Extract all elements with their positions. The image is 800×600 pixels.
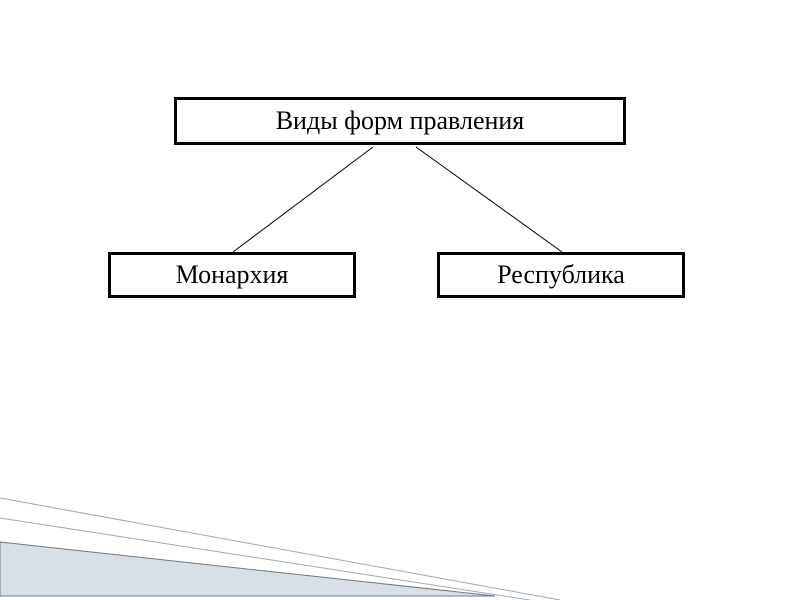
node-left: Монархия: [108, 252, 356, 298]
node-left-label: Монархия: [176, 260, 289, 290]
node-root-label: Виды форм правления: [276, 106, 525, 136]
node-right-label: Республика: [497, 260, 625, 290]
edge-root-left: [233, 147, 373, 252]
edge-root-right: [416, 147, 562, 252]
tree-connectors: [0, 0, 800, 600]
node-root: Виды форм правления: [174, 97, 626, 145]
slide-decoration: [0, 0, 800, 600]
node-right: Республика: [437, 252, 685, 298]
